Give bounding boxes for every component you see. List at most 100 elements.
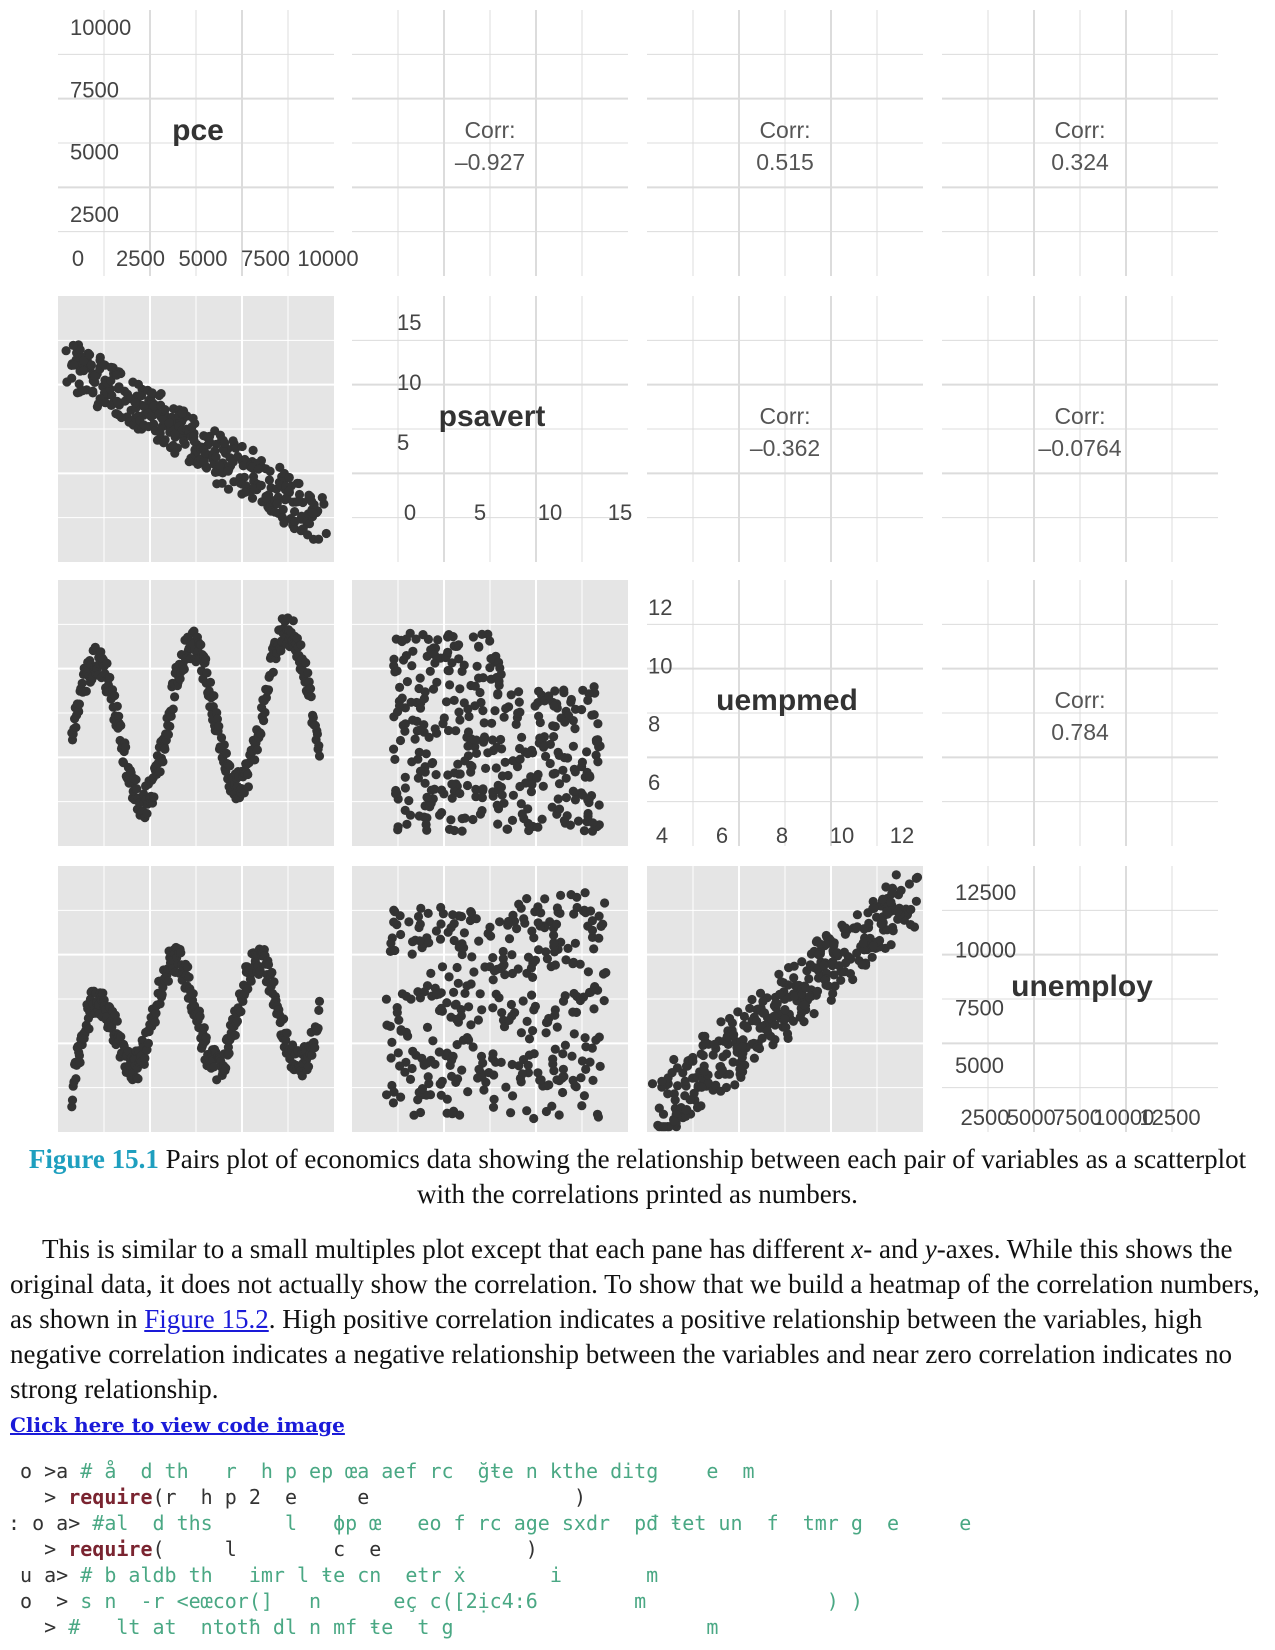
- data-point: [92, 402, 102, 412]
- data-point: [79, 366, 89, 376]
- data-point: [484, 1068, 494, 1078]
- data-point: [558, 765, 568, 775]
- data-point: [202, 463, 212, 473]
- data-point: [422, 981, 433, 991]
- data-point: [828, 988, 838, 999]
- data-point: [494, 676, 504, 686]
- data-point: [529, 1049, 539, 1059]
- data-point: [449, 987, 459, 998]
- data-point: [98, 988, 108, 998]
- data-point: [464, 711, 474, 722]
- data-point: [454, 640, 464, 650]
- data-point: [483, 748, 493, 758]
- data-point: [698, 1050, 708, 1061]
- data-point: [85, 350, 95, 360]
- data-point: [479, 734, 489, 745]
- data-point: [421, 749, 431, 759]
- data-point: [422, 1022, 433, 1032]
- data-point: [130, 398, 140, 408]
- data-point: [441, 697, 452, 707]
- data-point: [537, 814, 547, 824]
- data-point: [494, 993, 504, 1003]
- data-point: [700, 1031, 710, 1041]
- diagonal-variable-label: pce: [172, 114, 224, 147]
- data-point: [314, 741, 324, 751]
- pce-y-tick: 5000: [70, 140, 119, 165]
- data-point: [224, 1048, 234, 1058]
- x-italic: x: [851, 1234, 864, 1264]
- data-point: [382, 1090, 392, 1100]
- data-point: [672, 1063, 683, 1073]
- data-point: [688, 1073, 698, 1083]
- data-point: [514, 687, 524, 697]
- data-point: [157, 989, 167, 1000]
- panel: [58, 866, 334, 1132]
- data-point: [405, 628, 415, 638]
- data-point: [411, 634, 421, 644]
- data-point: [878, 894, 888, 904]
- data-point: [478, 706, 488, 716]
- data-point: [508, 910, 518, 920]
- data-point: [523, 952, 534, 962]
- data-point: [477, 793, 487, 803]
- data-point: [312, 729, 322, 739]
- data-point: [583, 967, 594, 977]
- data-point: [772, 999, 782, 1009]
- data-point: [393, 1048, 403, 1058]
- data-point: [904, 879, 915, 889]
- data-point: [804, 992, 815, 1002]
- data-point: [530, 1001, 541, 1012]
- data-point: [789, 961, 799, 971]
- data-point: [823, 981, 833, 991]
- data-point: [406, 697, 416, 707]
- uempmed-y-tick: 10: [648, 653, 672, 678]
- data-point: [116, 1032, 126, 1042]
- data-point: [68, 340, 78, 350]
- data-point: [579, 826, 590, 836]
- data-point: [112, 396, 122, 406]
- data-point: [780, 1014, 790, 1024]
- data-point: [420, 687, 430, 697]
- data-point: [780, 1005, 790, 1015]
- data-point: [534, 686, 544, 696]
- correlation-value: –0.927: [455, 149, 525, 175]
- data-point: [845, 969, 856, 979]
- data-point: [432, 728, 442, 738]
- data-point: [427, 758, 437, 769]
- data-point: [893, 907, 903, 917]
- data-point: [735, 1064, 745, 1074]
- view-code-image-link[interactable]: Click here to view code image: [10, 1413, 345, 1437]
- data-point: [535, 733, 545, 743]
- data-point: [168, 704, 178, 714]
- uempmed-y-tick: 12: [648, 595, 672, 620]
- data-point: [573, 816, 584, 826]
- data-point: [435, 1079, 445, 1089]
- data-point: [477, 806, 487, 816]
- data-point: [585, 771, 595, 781]
- data-point: [210, 467, 220, 477]
- data-point: [223, 466, 233, 476]
- data-point: [593, 757, 603, 767]
- panel: [58, 580, 334, 846]
- data-point: [558, 1064, 569, 1074]
- data-point: [386, 1053, 396, 1063]
- data-point: [580, 888, 590, 898]
- data-point: [449, 825, 459, 836]
- figure-15-2-link[interactable]: Figure 15.2: [144, 1304, 269, 1334]
- data-point: [95, 352, 105, 362]
- data-point: [829, 940, 839, 951]
- data-point: [264, 475, 274, 485]
- data-point: [184, 972, 194, 982]
- data-point: [195, 1011, 205, 1022]
- data-point: [737, 1042, 748, 1052]
- data-point: [488, 1053, 498, 1064]
- data-point: [488, 735, 498, 745]
- data-point: [272, 498, 282, 509]
- data-point: [600, 898, 610, 908]
- data-point: [267, 967, 277, 978]
- data-point: [506, 999, 516, 1010]
- data-point: [558, 996, 569, 1006]
- data-point: [305, 684, 316, 694]
- data-point: [565, 820, 576, 830]
- data-point: [549, 930, 559, 940]
